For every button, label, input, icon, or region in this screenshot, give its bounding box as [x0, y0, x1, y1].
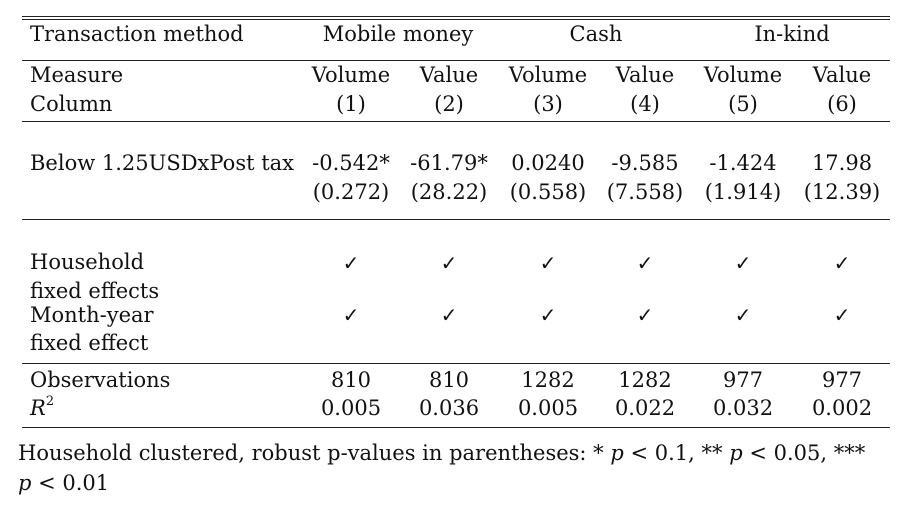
column-number-2: (2) [434, 92, 464, 116]
column-number-1: (1) [336, 92, 366, 116]
r2-superscript: 2 [45, 394, 55, 409]
observations-5: 977 [722, 368, 764, 392]
month-fe-check-6: ✓ [833, 303, 851, 327]
r2-3: 0.005 [517, 396, 579, 420]
group-in-kind: In-kind [754, 22, 830, 46]
measure-label: Measure [30, 63, 124, 87]
fe-rule [22, 363, 890, 364]
r2-2: 0.036 [418, 396, 480, 420]
household-fe-check-6: ✓ [833, 251, 851, 275]
note-text-2: < 0.1, ** [623, 441, 730, 465]
r2-4: 0.022 [614, 396, 676, 420]
coef-se-4: (7.558) [606, 180, 684, 204]
coef-estimate-1: -0.542* [312, 151, 390, 175]
household-fe-check-5: ✓ [734, 251, 752, 275]
coef-estimate-4: -9.585 [611, 151, 679, 175]
group-rule [22, 60, 890, 61]
r2-6: 0.002 [811, 396, 873, 420]
household-fe-check-3: ✓ [539, 251, 557, 275]
household-fe-check-4: ✓ [636, 251, 654, 275]
month-fe-check-3: ✓ [539, 303, 557, 327]
household-fe-check-1: ✓ [342, 251, 360, 275]
observations-4: 1282 [618, 368, 672, 392]
column-number-4: (4) [630, 92, 660, 116]
column-label: Column [30, 92, 113, 116]
month-fe-label-2: fixed effect [30, 331, 149, 355]
observations-label: Observations [30, 368, 171, 392]
table-note: Household clustered, robust p-values in … [18, 438, 890, 498]
column-number-6: (6) [827, 92, 857, 116]
bottom-rule [22, 427, 890, 428]
measure-col-5: Volume [703, 63, 783, 87]
transaction-method-label: Transaction method [30, 22, 244, 46]
coef-estimate-2: -61.79* [410, 151, 488, 175]
month-fe-check-4: ✓ [636, 303, 654, 327]
month-fe-check-5: ✓ [734, 303, 752, 327]
coef-estimate-6: 17.98 [811, 151, 873, 175]
household-fe-label-2: fixed effects [30, 279, 160, 303]
header-rule [22, 121, 890, 122]
coef-se-1: (0.272) [312, 180, 390, 204]
coef-label: Below 1.25USDxPost tax [30, 151, 295, 175]
r2-symbol: R [30, 396, 46, 420]
measure-col-3: Volume [508, 63, 588, 87]
note-text-4: < 0.01 [31, 471, 110, 495]
measure-col-1: Volume [311, 63, 391, 87]
household-fe-check-2: ✓ [440, 251, 458, 275]
r2-5: 0.032 [712, 396, 774, 420]
month-fe-check-2: ✓ [440, 303, 458, 327]
month-fe-label-1: Month-year [30, 303, 154, 327]
coef-se-6: (12.39) [803, 180, 881, 204]
group-cash: Cash [569, 22, 623, 46]
top-rule-2 [22, 19, 890, 20]
note-text-3: < 0.05, *** [742, 441, 866, 465]
observations-3: 1282 [521, 368, 575, 392]
measure-col-4: Value [615, 63, 675, 87]
coef-se-3: (0.558) [509, 180, 587, 204]
coef-rule [22, 219, 890, 220]
measure-col-2: Value [419, 63, 479, 87]
observations-2: 810 [428, 368, 470, 392]
r2-label: R2 [30, 395, 54, 420]
coef-se-5: (1.914) [704, 180, 782, 204]
note-text-1: Household clustered, robust p-values in … [18, 441, 611, 465]
group-mobile-money: Mobile money [322, 22, 474, 46]
observations-1: 810 [330, 368, 372, 392]
coef-se-2: (28.22) [410, 180, 488, 204]
coef-estimate-3: 0.0240 [511, 151, 585, 175]
r2-1: 0.005 [320, 396, 382, 420]
household-fe-label-1: Household [30, 250, 145, 274]
column-number-3: (3) [533, 92, 563, 116]
column-number-5: (5) [728, 92, 758, 116]
top-rule-1 [22, 16, 890, 17]
note-p-3: p [18, 471, 32, 495]
measure-col-6: Value [812, 63, 872, 87]
observations-6: 977 [821, 368, 863, 392]
note-p-2: p [729, 441, 743, 465]
coef-estimate-5: -1.424 [709, 151, 777, 175]
note-p-1: p [610, 441, 624, 465]
month-fe-check-1: ✓ [342, 303, 360, 327]
